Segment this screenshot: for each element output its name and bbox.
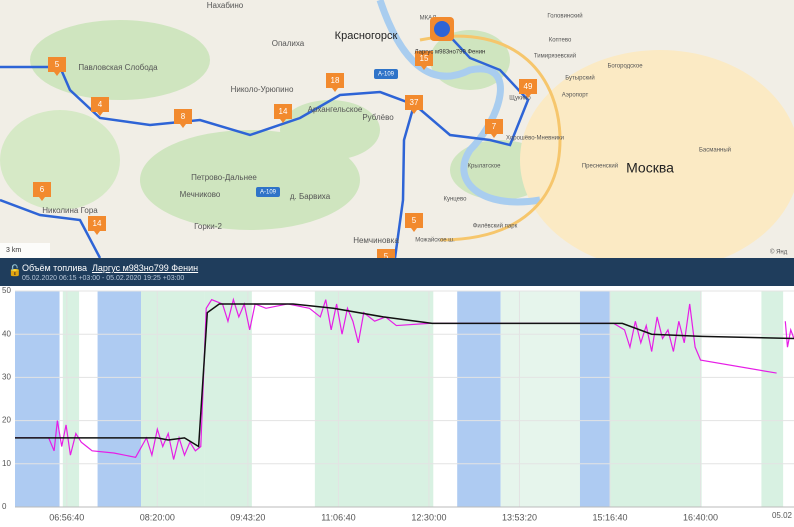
place-label: Аэропорт [562,93,589,99]
scale-label: 3 km [6,247,21,254]
header-vehicle[interactable]: Ларгус м983но799 Фенин [92,263,199,273]
y-tick-label: 20 [2,416,11,425]
y-tick-label: 50 [2,286,11,295]
place-label: Горки-2 [194,222,222,231]
place-label: Коптево [549,38,572,44]
road-label: МКАД [420,16,437,22]
place-label: д. Барвиха [290,192,331,201]
date-label: 05.02 [772,511,793,520]
time-band [15,291,60,507]
place-label: Басманный [699,147,731,154]
place-label: Петрово-Дальнее [191,173,257,182]
marker-label: 6 [40,185,45,194]
time-band [500,291,580,507]
y-tick-label: 30 [2,373,11,382]
place-label: Филёвский парк [473,223,518,230]
road-label: Можайское ш. [415,237,455,244]
route-marker [48,57,66,76]
time-band [457,291,501,507]
marker-label: 15 [420,54,429,63]
time-band [579,291,611,507]
road-label: A-109 [378,72,395,78]
place-label: Павловская Слобода [78,63,158,72]
route-marker [405,95,423,114]
road-badge [374,69,398,79]
place-label: Николо-Урюпино [231,85,294,94]
marker-label: 5 [412,216,417,225]
x-tick-label: 08:20:00 [140,512,175,522]
place-label: Хорошёво-Мневники [506,136,564,142]
place-label: Кунцево [444,197,468,203]
place-label: Крылатское [468,164,502,170]
y-tick-label: 0 [2,502,7,511]
copyright: © Янд [770,249,788,256]
x-tick-label: 16:40:00 [683,512,718,522]
marker-label: 14 [93,219,102,228]
chart: 0 10 20 30 40 50 06:56:40 08:20:00 09:43:20 11:06… [2,286,794,522]
time-band [761,291,784,507]
place-label: Опалиха [272,39,305,48]
place-label: Николина Гора [42,206,98,215]
marker-label: 7 [492,122,497,131]
place-label: Богородское [607,64,643,70]
place-label: Щукино [509,96,531,102]
time-band [314,291,434,507]
place-label: Пресненский [582,163,618,170]
time-band [62,291,80,507]
x-tick-label: 06:56:40 [49,512,84,522]
place-label: Москва [626,160,674,176]
place-label: Бутырский [565,75,595,82]
road-label: A-109 [260,190,277,196]
marker-label: 5 [55,60,60,69]
chart-header: 🔓 Объём топлива Ларгус м983но799 Фенин 0… [0,258,794,286]
route-marker [377,249,395,258]
lock-icon[interactable]: 🔓 [8,265,22,277]
marker-label: 4 [98,100,103,109]
x-tick-label: 12:30:00 [411,512,446,522]
route-marker [88,216,106,235]
time-band [97,291,142,507]
marker-label: 14 [279,107,288,116]
route-marker [91,97,109,116]
route-marker [326,73,344,92]
x-tick-label: 09:43:20 [230,512,265,522]
place-label: Красногорск [335,30,398,42]
vehicle-label: Ларгус м983но799 Фенин [415,50,486,56]
route-marker [33,182,51,201]
route-marker [174,109,192,128]
marker-label: 5 [384,252,389,258]
place-label: Мечниково [180,190,221,199]
place-label: Архангельское [308,105,363,114]
y-tick-label: 40 [2,329,11,338]
x-tick-label: 15:16:40 [593,512,628,522]
place-label: Головинский [547,13,582,20]
header-title: Объём топлива [22,263,88,273]
x-tick-label: 11:06:40 [321,512,355,522]
marker-label: 8 [181,112,186,121]
place-label: Тимирязевский [534,53,576,60]
map[interactable]: Нахабино Красногорск Павловская Слобода Опа… [0,0,794,258]
place-label: Нахабино [207,1,244,10]
vehicle-icon [434,21,450,37]
route-marker [415,51,433,70]
x-tick-label: 13:53:20 [502,512,537,522]
route-marker [485,119,503,138]
place-label: Рублёво [362,113,394,122]
header-period: 05.02.2020 06:15 +03:00 - 05.02.2020 19:… [22,275,185,282]
series-line [15,303,794,448]
y-tick-label: 10 [2,459,11,468]
time-band [141,291,205,507]
route-marker [519,79,537,98]
road-badge [256,187,280,197]
place-label: Немчиновка [353,236,399,245]
marker-label: 37 [410,98,419,107]
marker-label: 49 [524,82,533,91]
marker-label: 18 [331,76,340,85]
time-band [204,291,252,507]
route-marker [274,104,292,123]
route-marker [405,213,423,232]
